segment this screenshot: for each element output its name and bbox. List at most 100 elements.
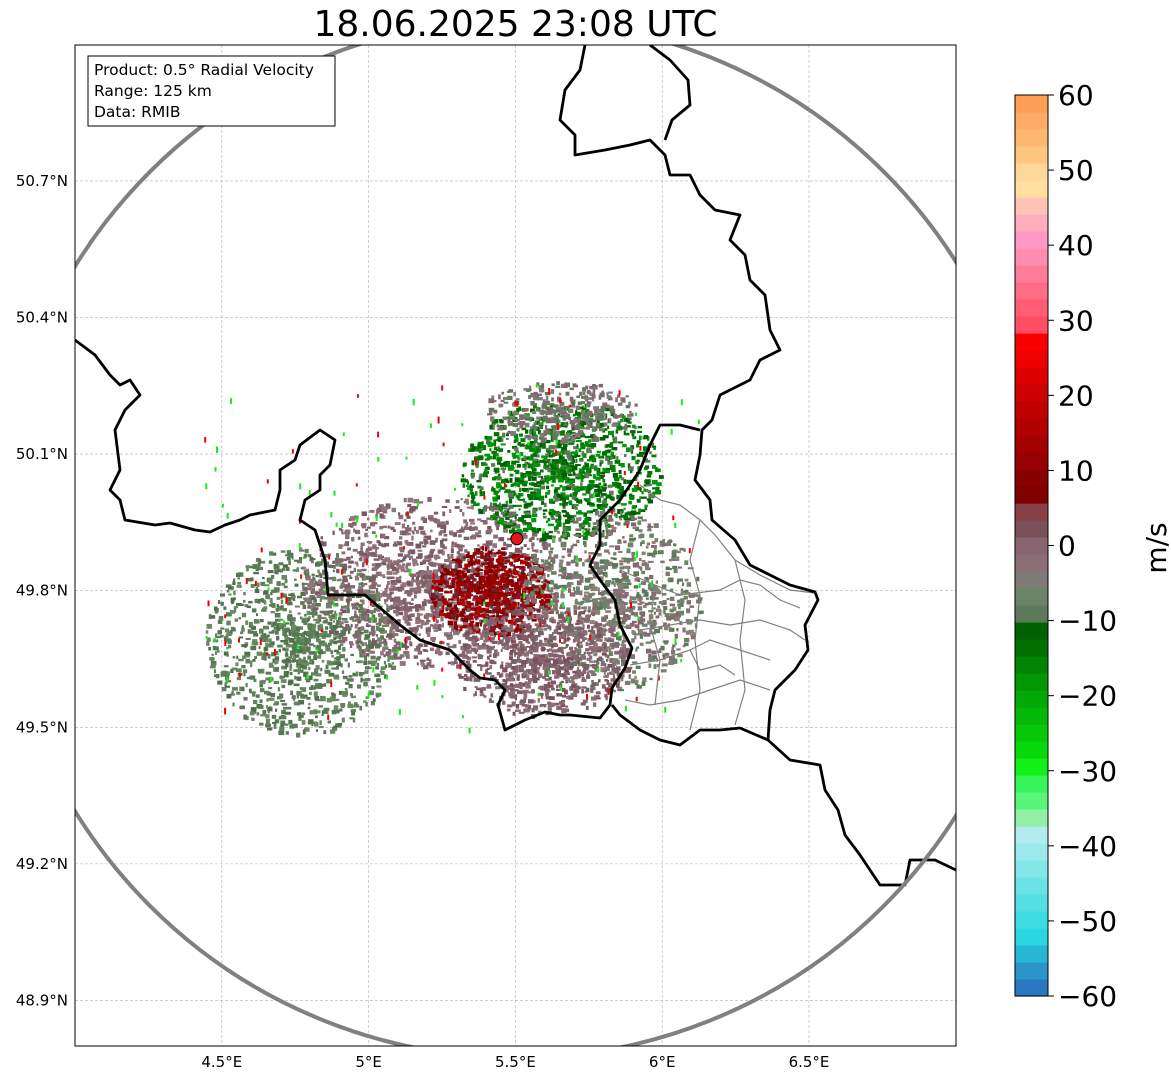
echo-pixel	[507, 543, 512, 548]
echo-pixel	[572, 478, 576, 483]
echo-pixel	[524, 413, 530, 416]
echo-pixel	[416, 645, 421, 650]
echo-pixel	[495, 470, 500, 473]
echo-pixel	[456, 625, 459, 631]
echo-pixel	[536, 442, 540, 446]
echo-pixel	[594, 601, 601, 605]
echo-pixel	[531, 513, 538, 518]
echo-pixel	[477, 559, 481, 563]
echo-pixel	[290, 617, 296, 622]
echo-pixel	[617, 426, 622, 431]
echo-pixel	[576, 511, 581, 515]
echo-pixel	[331, 693, 336, 699]
echo-pixel	[288, 656, 292, 659]
echo-pixel	[587, 517, 592, 521]
echo-pixel	[400, 569, 406, 572]
echo-pixel	[526, 604, 532, 609]
echo-pixel	[495, 558, 499, 563]
echo-pixel	[371, 640, 378, 645]
echo-pixel	[334, 674, 339, 678]
echo-pixel	[321, 582, 328, 588]
echo-pixel	[538, 495, 545, 501]
echo-pixel	[601, 632, 606, 637]
echo-pixel	[585, 595, 589, 601]
echo-pixel	[313, 618, 319, 622]
echo-pixel	[629, 537, 635, 542]
echo-pixel	[515, 450, 519, 454]
echo-pixel	[340, 529, 344, 533]
echo-pixel	[629, 534, 634, 538]
echo-pixel	[578, 558, 582, 562]
echo-pixel	[483, 582, 487, 588]
echo-pixel	[393, 541, 397, 545]
echo-pixel	[242, 599, 246, 603]
echo-pixel	[308, 635, 314, 638]
echo-pixel	[461, 650, 466, 655]
echo-pixel	[292, 597, 296, 601]
echo-pixel	[533, 576, 538, 581]
echo-pixel	[395, 570, 400, 574]
echo-pixel	[394, 522, 401, 526]
echo-pixel	[352, 548, 358, 552]
echo-pixel	[663, 642, 668, 645]
echo-pixel	[458, 576, 464, 580]
echo-pixel	[473, 588, 478, 593]
echo-pixel	[536, 608, 541, 613]
echo-pixel	[472, 586, 476, 589]
echo-pixel	[263, 607, 267, 612]
echo-pixel	[297, 646, 301, 649]
echo-pixel	[360, 545, 363, 550]
echo-pixel	[376, 587, 379, 593]
echo-pixel	[522, 561, 527, 564]
echo-pixel	[338, 645, 342, 650]
echo-pixel	[475, 456, 480, 461]
echo-pixel	[598, 471, 604, 474]
echo-pixel	[388, 587, 394, 592]
echo-pixel	[499, 575, 505, 578]
echo-pixel	[367, 552, 372, 557]
echo-pixel	[492, 565, 499, 569]
echo-pixel	[516, 628, 522, 631]
echo-pixel	[635, 511, 640, 515]
echo-pixel	[550, 565, 554, 570]
echo-pixel	[596, 519, 600, 523]
echo-pixel	[325, 644, 330, 648]
echo-pixel	[478, 455, 484, 461]
echo-pixel	[300, 549, 305, 552]
echo-pixel	[375, 634, 379, 637]
echo-pixel	[489, 448, 492, 452]
echo-pixel	[475, 446, 481, 451]
echo-pixel	[571, 504, 575, 509]
echo-pixel	[517, 578, 523, 582]
echo-pixel	[443, 528, 447, 534]
echo-pixel	[327, 621, 333, 625]
echo-pixel	[226, 654, 229, 657]
echo-pixel	[545, 439, 551, 444]
echo-pixel	[425, 590, 431, 594]
echo-pixel	[378, 595, 383, 598]
echo-pixel	[451, 580, 456, 583]
echo-pixel	[404, 620, 410, 624]
echo-pixel	[620, 514, 627, 518]
echo-pixel	[256, 651, 263, 656]
echo-pixel	[308, 643, 314, 646]
echo-pixel	[291, 624, 297, 630]
echo-pixel	[504, 416, 510, 419]
echo-pixel	[387, 581, 390, 586]
echo-pixel	[598, 514, 603, 518]
echo-pixel	[385, 588, 388, 593]
echo-pixel	[341, 605, 347, 609]
echo-pixel	[462, 654, 468, 659]
echo-pixel	[357, 645, 361, 648]
echo-pixel	[439, 530, 445, 534]
echo-pixel	[463, 519, 468, 524]
echo-pixel	[509, 599, 512, 602]
echo-pixel	[544, 478, 551, 482]
echo-pixel	[382, 624, 388, 627]
echo-pixel	[576, 648, 582, 654]
echo-pixel	[638, 534, 642, 539]
echo-pixel	[492, 477, 497, 481]
echo-pixel	[436, 650, 440, 654]
echo-pixel	[340, 582, 345, 586]
echo-pixel	[384, 536, 390, 540]
